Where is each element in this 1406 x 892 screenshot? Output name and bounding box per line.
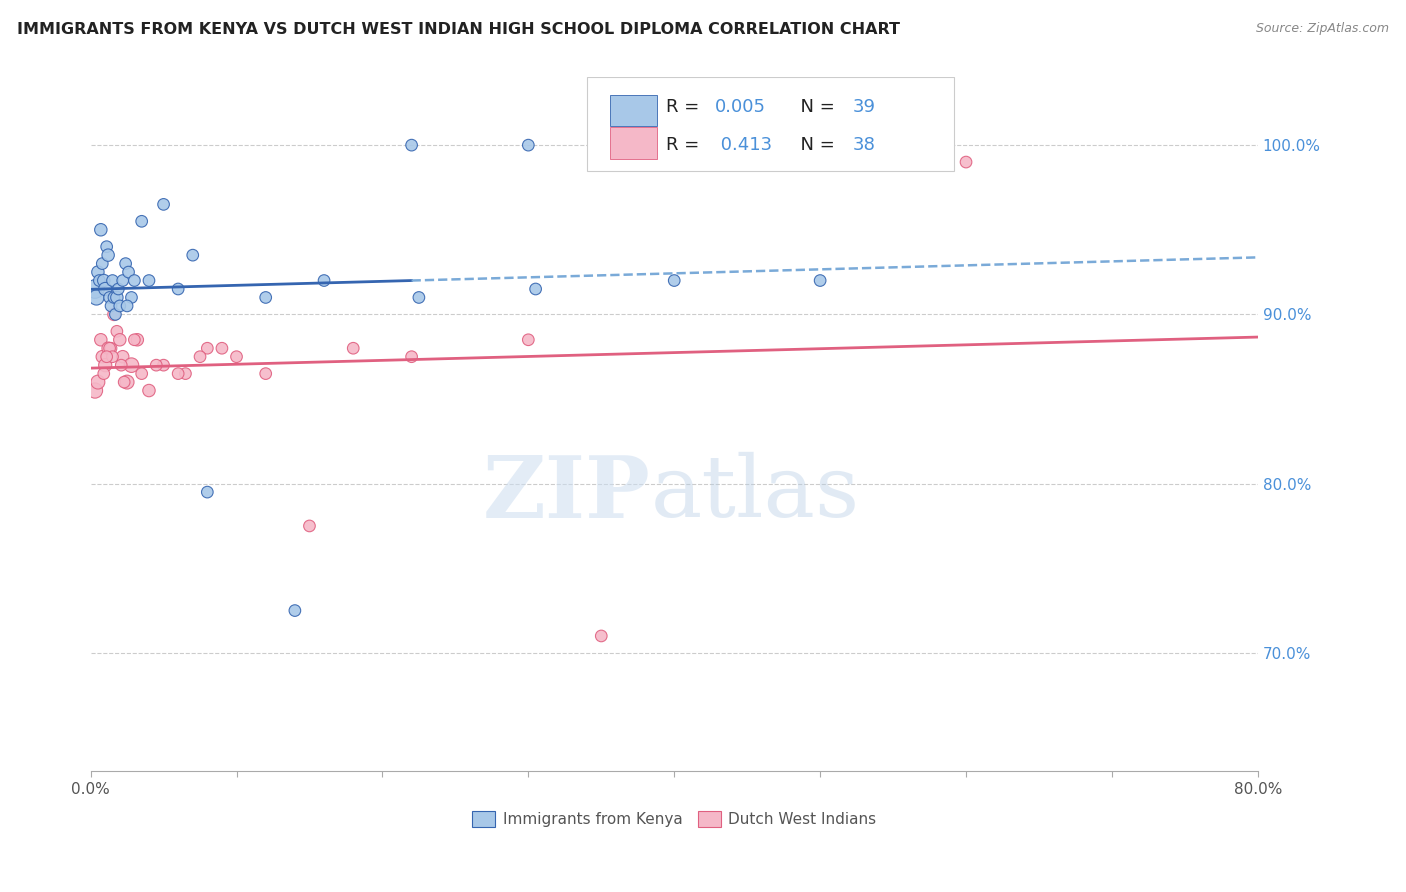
Point [96, 240, 118, 254]
Text: ZIP: ZIP [484, 451, 651, 536]
Point [103, 307, 125, 321]
Point [121, 358, 143, 372]
Point [84, 282, 107, 296]
Point [127, 333, 149, 347]
Point [86, 290, 108, 304]
Text: atlas: atlas [651, 452, 860, 535]
Text: 0.413: 0.413 [716, 136, 772, 153]
Point [107, 282, 129, 296]
Point [93, 367, 115, 381]
Point [111, 350, 134, 364]
Point [96, 350, 118, 364]
Point [112, 375, 135, 389]
Point [517, 333, 540, 347]
Point [98, 290, 121, 304]
Point [138, 384, 160, 398]
Text: N =: N = [789, 136, 841, 153]
Point [87, 265, 110, 279]
Point [104, 307, 127, 321]
Point [94, 358, 117, 372]
Point [284, 603, 307, 617]
Point [110, 358, 132, 372]
Point [108, 333, 131, 347]
Point [225, 350, 247, 364]
Point [117, 265, 139, 279]
Point [90, 223, 112, 237]
Point [401, 350, 423, 364]
Point [90, 333, 112, 347]
Point [94, 282, 117, 296]
Point [517, 138, 540, 153]
Point [111, 274, 134, 288]
Point [91, 257, 114, 271]
Point [408, 290, 430, 304]
Point [115, 299, 138, 313]
Point [105, 290, 128, 304]
Text: 39: 39 [853, 98, 876, 116]
Point [101, 274, 124, 288]
Point [100, 299, 122, 313]
Point [152, 358, 174, 372]
Point [100, 341, 122, 355]
Point [342, 341, 364, 355]
Text: Source: ZipAtlas.com: Source: ZipAtlas.com [1256, 22, 1389, 36]
Legend: Immigrants from Kenya, Dutch West Indians: Immigrants from Kenya, Dutch West Indian… [465, 805, 883, 833]
Text: N =: N = [789, 98, 841, 116]
Point [103, 290, 125, 304]
Point [254, 367, 277, 381]
Point [124, 274, 146, 288]
Point [312, 274, 335, 288]
Point [181, 248, 204, 262]
Point [174, 367, 197, 381]
Point [101, 350, 124, 364]
Point [145, 358, 167, 372]
Text: R =: R = [666, 136, 704, 153]
Point [808, 274, 831, 288]
Point [195, 341, 218, 355]
Point [121, 290, 143, 304]
FancyBboxPatch shape [610, 95, 657, 126]
Text: 38: 38 [853, 136, 876, 153]
FancyBboxPatch shape [610, 128, 657, 159]
Point [591, 629, 613, 643]
FancyBboxPatch shape [586, 78, 955, 171]
Point [298, 519, 321, 533]
Point [152, 197, 174, 211]
Point [401, 138, 423, 153]
Point [97, 341, 120, 355]
Point [87, 375, 110, 389]
Point [114, 257, 136, 271]
Point [167, 282, 190, 296]
Point [211, 341, 233, 355]
Point [195, 485, 218, 500]
Point [98, 341, 121, 355]
Text: IMMIGRANTS FROM KENYA VS DUTCH WEST INDIAN HIGH SCHOOL DIPLOMA CORRELATION CHART: IMMIGRANTS FROM KENYA VS DUTCH WEST INDI… [17, 22, 900, 37]
Point [97, 248, 120, 262]
Point [664, 274, 686, 288]
Point [84, 384, 107, 398]
Point [115, 375, 138, 389]
Point [91, 350, 114, 364]
Point [108, 299, 131, 313]
Point [524, 282, 547, 296]
Point [89, 274, 111, 288]
Text: R =: R = [666, 98, 704, 116]
Y-axis label: High School Diploma: High School Diploma [0, 344, 7, 504]
Point [131, 214, 153, 228]
Text: 0.005: 0.005 [716, 98, 766, 116]
Point [124, 333, 146, 347]
Point [167, 367, 190, 381]
Point [138, 274, 160, 288]
Point [131, 367, 153, 381]
Point [93, 274, 115, 288]
Point [955, 155, 977, 169]
Point [188, 350, 211, 364]
Point [254, 290, 277, 304]
Point [105, 324, 128, 338]
